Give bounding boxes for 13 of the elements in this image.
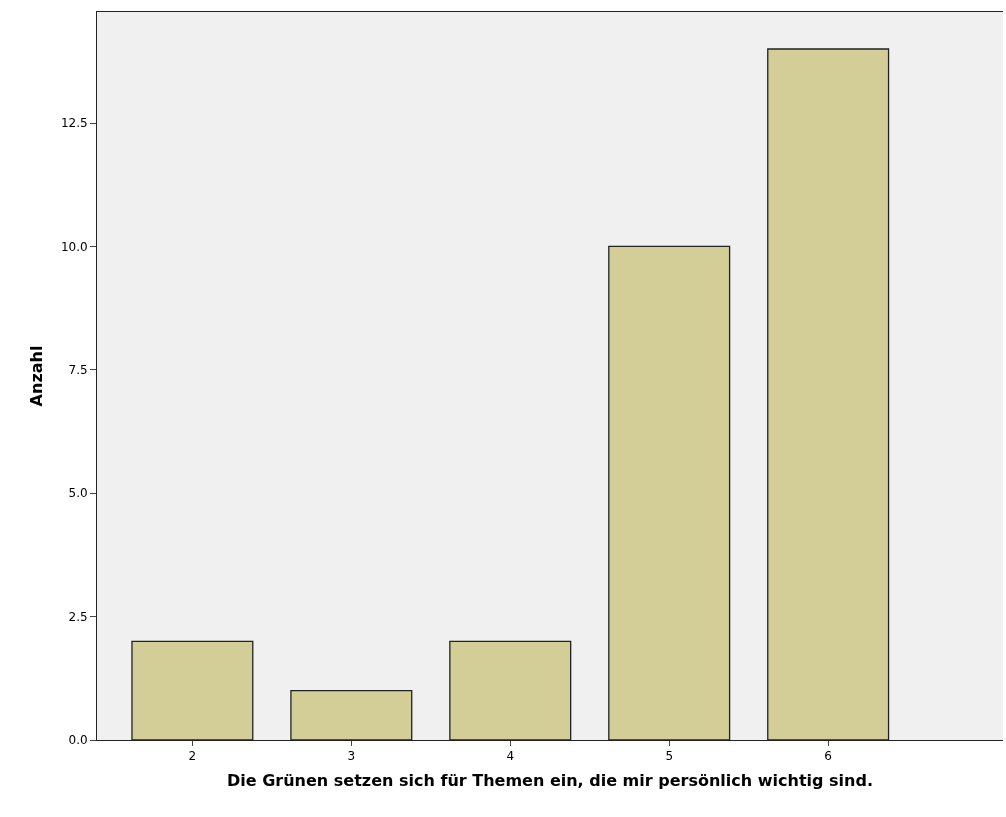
x-tick-label: 4 xyxy=(506,749,515,764)
y-axis-title: Anzahl xyxy=(26,345,46,407)
x-tick-label: 6 xyxy=(824,749,832,764)
x-tick-label: 5 xyxy=(665,749,674,764)
y-tick-label: 12.5 xyxy=(60,116,88,131)
y-tick-label: 2.5 xyxy=(68,609,88,624)
y-tick-label: 0.0 xyxy=(68,733,88,748)
y-tick-label: 10.0 xyxy=(60,239,88,254)
y-tick-label: 5.0 xyxy=(68,486,88,501)
x-axis-title: Die Grünen setzen sich für Themen ein, die mir persönlich wichtig sind. xyxy=(227,771,873,791)
x-tick-label: 2 xyxy=(188,749,197,764)
y-tick-label: 7.5 xyxy=(68,363,88,378)
x-tick-label: 3 xyxy=(347,749,356,764)
